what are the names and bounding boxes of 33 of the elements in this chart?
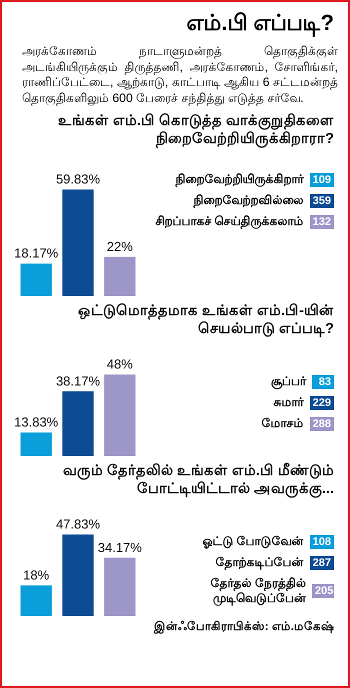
legend-label: நிறைவேற்றியிருக்கிறார் [176,172,304,187]
data-label: 18% [23,567,50,582]
data-label: 34.17% [98,540,142,555]
text: இன்ஃபோகிராபிக்ஸ்: எம்.மகேஷ் [152,620,335,634]
legend-label: ஓட்டு போடுவேன் [202,534,304,549]
data-label: 59.83% [56,172,100,187]
text: ஒட்டுமொத்தமாக உங்கள் எம்.பி-யின் செயல்பாடு எப்படி? [78,302,334,338]
data-label: 18.17% [14,246,59,261]
data-label: 13.83% [14,414,59,430]
text: 108 [310,534,334,548]
legend-label: நிறைவேற்றவில்லை [194,193,304,208]
text: 132 [310,214,334,228]
text: 359 [310,194,334,208]
legend-label: சுமார் [274,395,304,410]
legend-label: சிறப்பாகச் செய்திருக்கலாம் [155,214,304,229]
legend-label: தோற்கடிப்பேன் [216,555,304,570]
data-label: 47.83% [56,516,100,532]
text: உங்கள் எம்.பி கொடுத்த வாக்குறுதிகளை நிறைவேற்றியிருக்கிறாரா? [58,112,334,148]
text: எம்.பி எப்படி? [185,9,335,39]
legend-label: சூப்பர் [271,374,306,389]
data-label: 22% [106,238,134,254]
text: வரும் தேர்தலில் உங்கள் எம்.பி மீண்டும் போட்டியிட்டால் அவருக்கு... [62,462,334,498]
text: 287 [310,556,334,570]
text: 109 [310,172,334,186]
data-label: 48% [106,356,134,372]
text: 229 [310,396,334,410]
legend-label: மோசம் [262,416,304,431]
text: 205 [312,584,334,598]
text: அரக்கோணம் நாடாளுமன்றத் தொகுதிக்குள் அடங்கியிருக்கும் திருத்தணி, அரக்கோணம், சோளிங்கர், ராணிப்பேட்டை, ஆற்காடு, காட்பாடி ஆகிய 6 சட்டமன்றத் தொகுதிகளிலும் 600 பேரைச் சந்தித்து எடுத்த சர்வே. [21,43,339,106]
text: 288 [310,416,334,430]
data-label: 38.17% [56,373,100,388]
text: 83 [312,374,334,388]
legend-label: தேர்தல் நேரத்தில் முடிவெடுப்பேன் [210,576,306,606]
